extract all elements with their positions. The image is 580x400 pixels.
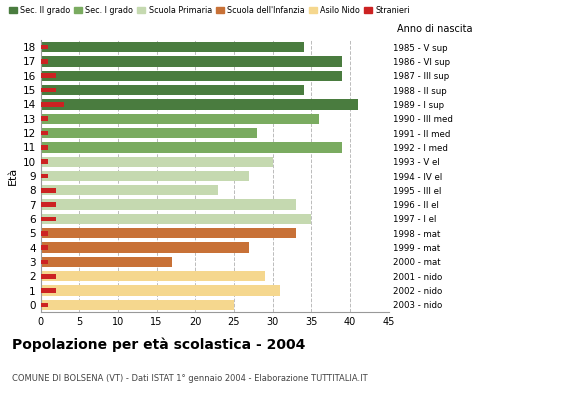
Bar	[41, 260, 48, 264]
Bar	[41, 242, 249, 253]
Bar	[41, 245, 48, 250]
Legend: Sec. II grado, Sec. I grado, Scuola Primaria, Scuola dell'Infanzia, Asilo Nido, : Sec. II grado, Sec. I grado, Scuola Prim…	[7, 4, 412, 16]
Bar	[41, 99, 358, 110]
Bar	[41, 200, 296, 210]
Bar	[41, 56, 342, 67]
Text: Popolazione per età scolastica - 2004: Popolazione per età scolastica - 2004	[12, 338, 305, 352]
Bar	[41, 185, 219, 196]
Bar	[41, 214, 311, 224]
Bar	[41, 145, 48, 150]
Bar	[41, 45, 48, 50]
Bar	[41, 88, 56, 92]
Bar	[41, 202, 56, 207]
Bar	[41, 271, 265, 281]
Bar	[41, 302, 48, 307]
Bar	[41, 102, 64, 107]
Bar	[41, 85, 303, 95]
Bar	[41, 116, 48, 121]
Bar	[41, 171, 249, 181]
Bar	[41, 74, 56, 78]
Bar	[41, 188, 56, 193]
Text: COMUNE DI BOLSENA (VT) - Dati ISTAT 1° gennaio 2004 - Elaborazione TUTTITALIA.IT: COMUNE DI BOLSENA (VT) - Dati ISTAT 1° g…	[12, 374, 367, 383]
Bar	[41, 59, 48, 64]
Bar	[41, 257, 172, 267]
Bar	[41, 128, 257, 138]
Y-axis label: Età: Età	[8, 167, 19, 185]
Bar	[41, 288, 56, 293]
Bar	[41, 231, 48, 236]
Bar	[41, 131, 48, 135]
Bar	[41, 217, 56, 221]
Bar	[41, 274, 56, 278]
Bar	[41, 156, 273, 167]
Bar	[41, 228, 296, 238]
Bar	[41, 114, 319, 124]
Bar	[41, 142, 342, 152]
Bar	[41, 285, 280, 296]
Bar	[41, 174, 48, 178]
Bar	[41, 300, 234, 310]
Text: Anno di nascita: Anno di nascita	[397, 24, 473, 34]
Bar	[41, 159, 48, 164]
Bar	[41, 42, 303, 52]
Bar	[41, 71, 342, 81]
